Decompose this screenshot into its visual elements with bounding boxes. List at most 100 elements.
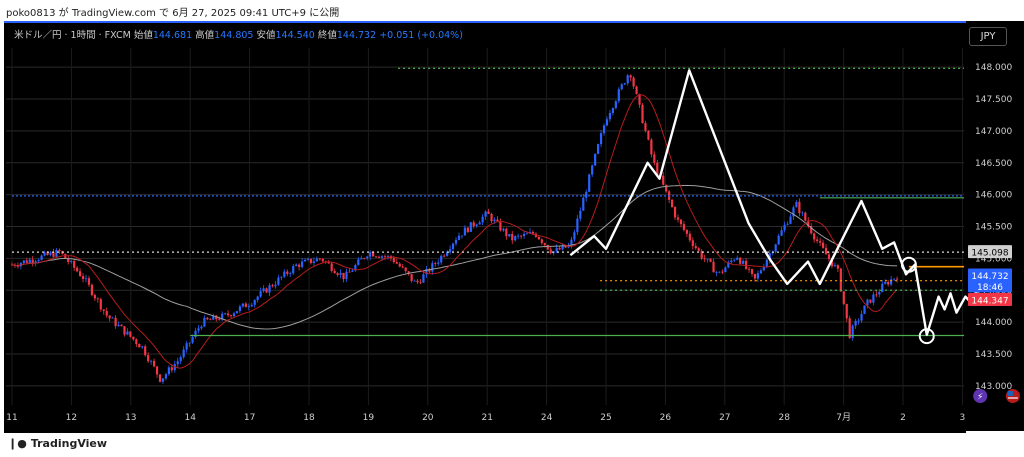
candle-body: [312, 261, 316, 263]
candle-body: [605, 119, 609, 126]
candle-body: [762, 267, 765, 271]
candle-body: [386, 255, 390, 257]
candle-body: [730, 260, 733, 263]
zigzag-line: [569, 69, 985, 337]
candle-body: [298, 264, 301, 267]
candle-body: [339, 272, 342, 275]
candle-body: [28, 259, 31, 263]
candle-body: [34, 261, 37, 263]
y-tick-label: 147.000: [975, 127, 1012, 137]
candle-body: [691, 240, 694, 247]
candle-body: [709, 258, 712, 262]
candle-body: [377, 256, 381, 258]
candle-body: [558, 247, 561, 250]
candle-body: [247, 306, 250, 308]
price-label: 145.098: [971, 249, 1008, 259]
candle-body: [372, 252, 375, 257]
x-tick-label: 27: [719, 413, 730, 423]
candle-body: [472, 222, 475, 226]
candle-body: [262, 288, 265, 292]
candle-body: [176, 361, 179, 365]
currency-button[interactable]: JPY: [969, 27, 1007, 46]
candle-body: [238, 306, 242, 312]
change-value: +0.051 (+0.04%): [379, 30, 463, 41]
candle-body: [374, 256, 378, 258]
candle-body: [250, 304, 253, 307]
candle-body: [253, 300, 256, 305]
candle-body: [303, 259, 307, 262]
candle-body: [283, 271, 286, 277]
candle-body: [520, 235, 523, 237]
candle-body: [218, 319, 221, 320]
footer-brand: ❙● TradingView: [8, 437, 107, 450]
close-value: 144.732: [336, 30, 377, 41]
candle-body: [209, 319, 212, 321]
y-tick-label: 147.500: [975, 95, 1012, 105]
candle-body: [469, 222, 472, 232]
candle-body: [626, 75, 629, 84]
candle-body: [623, 83, 626, 85]
y-tick-label: 143.500: [975, 350, 1012, 360]
low-label: 安値: [256, 30, 276, 41]
candle-body: [836, 265, 839, 269]
x-tick-label: 7月: [836, 412, 851, 423]
candle-body: [511, 234, 514, 241]
candle-body: [147, 355, 150, 362]
candle-body: [650, 139, 653, 155]
candle-body: [505, 228, 508, 237]
candle-body: [839, 268, 842, 292]
x-tick-label: 20: [422, 413, 434, 423]
candle-body: [895, 278, 899, 280]
candle-body: [321, 258, 324, 262]
candle-body: [70, 261, 73, 263]
candle-body: [786, 223, 789, 225]
candle-body: [446, 252, 449, 256]
candle-body: [673, 207, 677, 218]
candle-body: [742, 260, 745, 264]
candle-body: [884, 281, 887, 284]
candle-body: [37, 259, 40, 262]
candle-body: [585, 191, 588, 198]
candle-body: [155, 366, 159, 375]
candle-body: [848, 318, 851, 339]
candle-body: [52, 252, 55, 257]
candle-body: [878, 292, 881, 295]
candle-body: [425, 269, 428, 275]
pivot-circle: [900, 256, 917, 273]
price-label-bg: [968, 279, 1012, 293]
candle-body: [191, 337, 194, 343]
candle-body: [135, 339, 138, 345]
candle-body: [715, 272, 718, 273]
candle-body: [300, 261, 304, 267]
candle-body: [150, 360, 153, 362]
candle-body: [274, 284, 277, 287]
candle-body: [152, 360, 156, 367]
lightning-icon: [973, 389, 988, 403]
candle-body: [22, 260, 25, 264]
candle-body: [67, 258, 70, 263]
candle-body: [620, 84, 623, 90]
candle-body: [644, 123, 647, 131]
candle-body: [185, 343, 188, 350]
high-value: 144.805: [214, 30, 254, 41]
candle-body: [599, 133, 603, 145]
candle-body: [460, 235, 464, 237]
candle-body: [114, 317, 117, 327]
candle-body: [259, 291, 262, 297]
candle-body: [454, 239, 458, 244]
candle-body: [161, 378, 165, 382]
price-label-bg: [968, 245, 1012, 259]
candle-body: [721, 271, 724, 273]
candle-body: [73, 261, 76, 268]
candle-body: [487, 211, 490, 214]
candle-body: [76, 267, 79, 272]
candle-body: [522, 233, 526, 237]
price-axis[interactable]: [966, 21, 1024, 431]
candle-body: [608, 113, 612, 120]
candle-body: [58, 249, 61, 252]
y-tick-label: 146.000: [975, 191, 1012, 201]
candle-body: [383, 256, 387, 258]
candle-body: [448, 249, 452, 253]
candle-body: [824, 247, 828, 255]
